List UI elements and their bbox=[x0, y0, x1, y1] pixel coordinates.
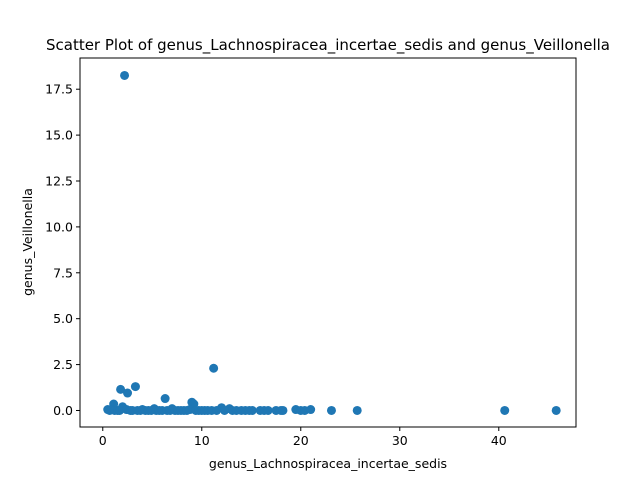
x-tick-label: 0 bbox=[99, 433, 107, 448]
data-point-0 bbox=[120, 70, 130, 80]
points-layer bbox=[103, 70, 561, 415]
y-tick-label: 12.5 bbox=[45, 174, 73, 189]
data-point-66 bbox=[500, 405, 510, 415]
data-point-46 bbox=[212, 405, 222, 415]
y-axis-label: genus_Veillonella bbox=[20, 188, 35, 296]
x-ticks: 0 10 20 30 40 bbox=[99, 427, 507, 448]
y-tick-label: 17.5 bbox=[45, 82, 73, 97]
data-point-65 bbox=[352, 405, 362, 415]
data-point-5 bbox=[160, 394, 170, 404]
x-tick-label: 40 bbox=[491, 433, 507, 448]
chart-title: Scatter Plot of genus_Lachnospiracea_inc… bbox=[46, 36, 610, 55]
data-point-63 bbox=[306, 405, 316, 415]
data-point-47 bbox=[220, 405, 230, 415]
data-point-19 bbox=[115, 405, 125, 415]
y-tick-label: 5.0 bbox=[53, 311, 73, 326]
data-point-67 bbox=[551, 405, 561, 415]
y-tick-label: 2.5 bbox=[53, 357, 73, 372]
axes-frame bbox=[79, 57, 577, 428]
data-point-2 bbox=[130, 382, 140, 392]
y-ticks: 0.0 2.5 5.0 7.5 10.0 12.5 15.0 17.5 bbox=[45, 82, 80, 418]
data-point-4 bbox=[123, 388, 133, 398]
x-tick-label: 10 bbox=[194, 433, 210, 448]
x-tick-label: 30 bbox=[392, 433, 408, 448]
data-point-1 bbox=[209, 363, 219, 373]
data-point-3 bbox=[116, 384, 126, 394]
data-point-64 bbox=[326, 405, 336, 415]
data-point-59 bbox=[278, 405, 288, 415]
data-point-56 bbox=[263, 405, 273, 415]
y-tick-label: 15.0 bbox=[45, 128, 73, 143]
y-tick-label: 7.5 bbox=[53, 265, 73, 280]
data-point-53 bbox=[247, 405, 257, 415]
x-tick-label: 20 bbox=[293, 433, 309, 448]
y-tick-label: 10.0 bbox=[45, 219, 73, 234]
x-axis-label: genus_Lachnospiracea_incertae_sedis bbox=[209, 456, 447, 471]
y-tick-label: 0.0 bbox=[53, 403, 73, 418]
